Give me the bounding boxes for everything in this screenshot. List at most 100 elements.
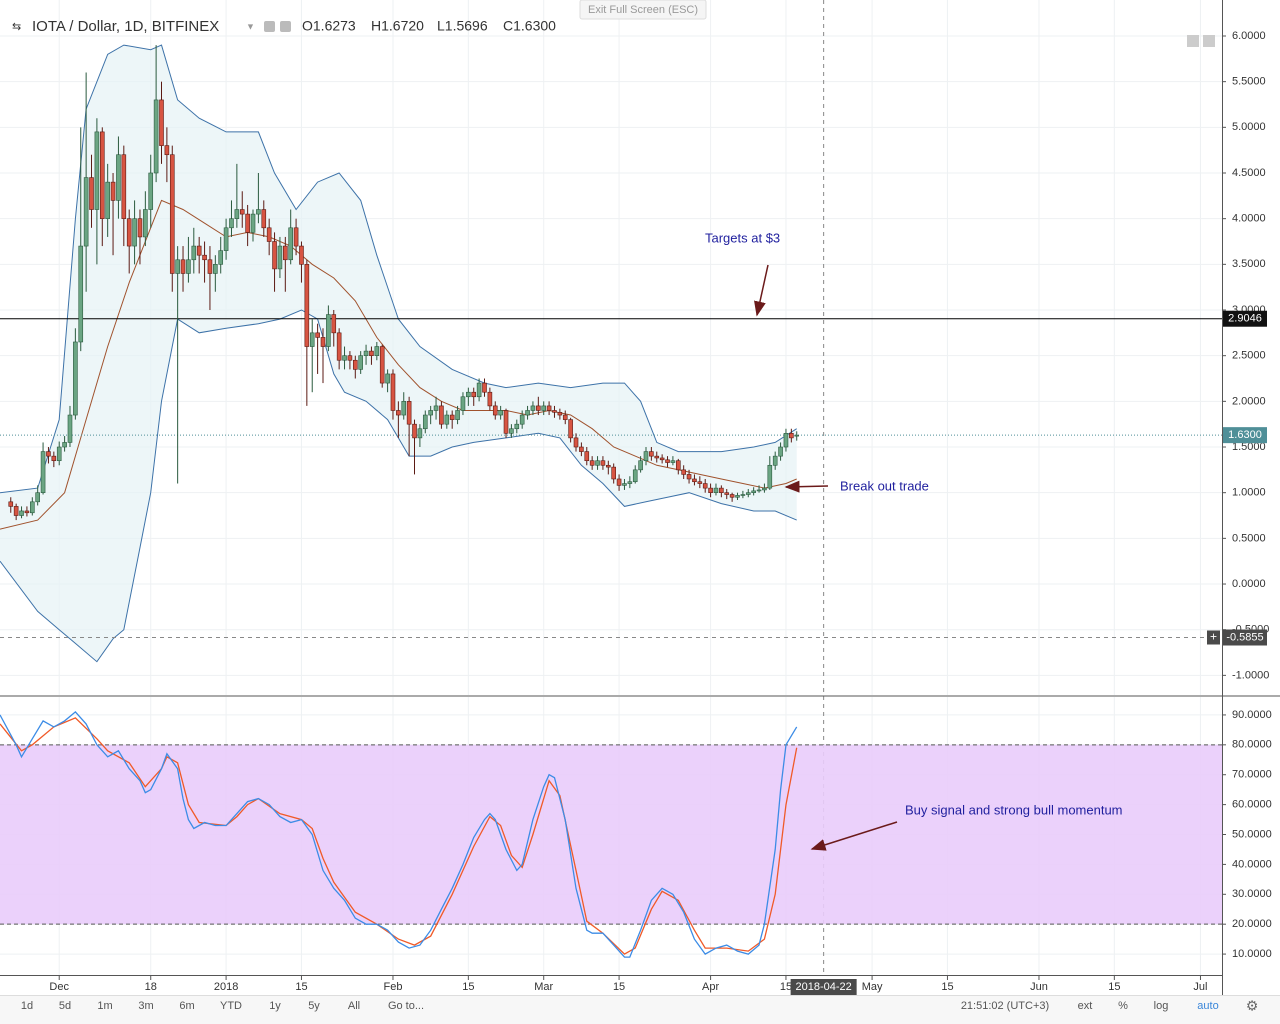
- candle-body: [622, 483, 627, 486]
- candle-body: [762, 487, 767, 491]
- candle-body: [471, 391, 477, 398]
- candle-body: [223, 227, 229, 251]
- candle-body: [191, 245, 197, 261]
- title-dropdown[interactable]: ▼: [246, 21, 255, 31]
- y-tick-label: 20.0000: [1232, 918, 1272, 930]
- candle-body: [503, 410, 509, 434]
- candle-body: [379, 346, 385, 384]
- candle-body: [256, 209, 261, 215]
- candle-body: [326, 314, 331, 347]
- candle-body: [654, 455, 660, 459]
- candle-body: [562, 414, 568, 420]
- candle-body: [358, 355, 363, 370]
- candle-body: [729, 494, 735, 498]
- candle-body: [277, 245, 283, 270]
- candle-body: [643, 451, 649, 462]
- axes: Dec 18 2018 15 Feb 15 Mar 15 Apr 15 May 15 Jun 15 Jul 6…: [49, 30, 1272, 995]
- y-tick-label: 0.0000: [1232, 578, 1266, 590]
- exit-fullscreen-button[interactable]: [579, 0, 707, 20]
- candle-body: [428, 410, 433, 416]
- candle-body: [686, 474, 692, 480]
- candle-body: [385, 373, 390, 384]
- candle-body: [692, 478, 697, 483]
- candle-body: [304, 264, 310, 347]
- range-button[interactable]: 1d: [21, 1000, 33, 1012]
- axis-option[interactable]: log: [1154, 1000, 1169, 1012]
- range-button[interactable]: Go to...: [388, 1000, 424, 1012]
- candle-body: [487, 391, 493, 407]
- candle-body: [116, 154, 121, 201]
- candle-body: [202, 254, 207, 261]
- x-tick-label: Mar: [534, 981, 553, 993]
- candle-body: [702, 483, 708, 489]
- candle-body: [681, 469, 686, 475]
- candle-body: [401, 401, 407, 416]
- y-tick-label: 3.5000: [1232, 258, 1266, 270]
- candle-body: [46, 451, 51, 457]
- x-tick-label: Dec: [49, 981, 69, 993]
- candle-body: [589, 460, 595, 466]
- range-button[interactable]: 3m: [138, 1000, 153, 1012]
- candle-body: [143, 209, 148, 238]
- candle-body: [396, 410, 401, 416]
- pane-button[interactable]: [1187, 35, 1199, 47]
- candle-body: [94, 131, 100, 210]
- range-button[interactable]: 6m: [179, 1000, 194, 1012]
- candle-body: [342, 355, 347, 361]
- candle-body: [148, 172, 154, 210]
- axis-option[interactable]: auto: [1197, 1000, 1218, 1012]
- candle-body: [293, 227, 299, 247]
- candle-body: [245, 213, 250, 233]
- candle-body: [374, 346, 380, 356]
- candle-body: [89, 177, 94, 210]
- axis-option[interactable]: %: [1118, 1000, 1128, 1012]
- crosshair-plus[interactable]: [1207, 630, 1220, 645]
- candle-body: [557, 412, 563, 416]
- symbol-icon[interactable]: ⇆: [12, 21, 21, 33]
- candle-body: [708, 487, 713, 493]
- annotation: Targets at $3: [705, 230, 780, 245]
- candle-body: [309, 332, 315, 347]
- candle-body: [719, 487, 724, 493]
- axis-option[interactable]: ext: [1078, 1000, 1093, 1012]
- candle-body: [783, 433, 789, 448]
- last-price-label: 1.6300: [1228, 429, 1262, 441]
- candle-body: [568, 419, 573, 439]
- candle-body: [665, 459, 670, 463]
- candle-body: [24, 510, 30, 514]
- range-button[interactable]: YTD: [220, 1000, 242, 1012]
- settings-gear[interactable]: ⚙: [1246, 998, 1259, 1014]
- last-price-label-box: [1223, 427, 1267, 444]
- candle-body: [331, 314, 337, 334]
- candle-body: [8, 501, 14, 507]
- candle-body: [110, 181, 116, 201]
- candle-body: [498, 410, 503, 416]
- candle-body: [67, 414, 73, 443]
- settings-icon[interactable]: [280, 21, 291, 32]
- range-button[interactable]: 5y: [308, 1000, 320, 1012]
- candle-body: [218, 250, 224, 265]
- ohlc-value: O1.6273: [302, 18, 356, 34]
- candle-body: [675, 460, 681, 471]
- candle-body: [606, 464, 611, 468]
- candle-body: [519, 414, 525, 425]
- pane-button[interactable]: [1203, 35, 1215, 47]
- range-button[interactable]: 1m: [97, 1000, 112, 1012]
- eye-icon[interactable]: [264, 21, 275, 32]
- candle-body: [234, 209, 240, 219]
- x-tick-label: 15: [295, 981, 307, 993]
- y-tick-label: 70.0000: [1232, 769, 1272, 781]
- range-button[interactable]: 1y: [269, 1000, 281, 1012]
- ohlc-value: L1.5696: [437, 18, 488, 34]
- candle-body: [638, 460, 643, 471]
- candle-body: [239, 209, 245, 215]
- annotation-arrow: [810, 821, 898, 851]
- annotation: Buy signal and strong bull momentum: [905, 802, 1123, 817]
- exit-fullscreen-label[interactable]: Exit Full Screen (ESC): [588, 4, 698, 16]
- candle-body: [482, 382, 487, 393]
- candle-body: [261, 209, 267, 229]
- annotation-arrow: [784, 480, 829, 493]
- candle-body: [369, 350, 374, 356]
- range-button[interactable]: All: [348, 1000, 360, 1012]
- range-button[interactable]: 5d: [59, 1000, 71, 1012]
